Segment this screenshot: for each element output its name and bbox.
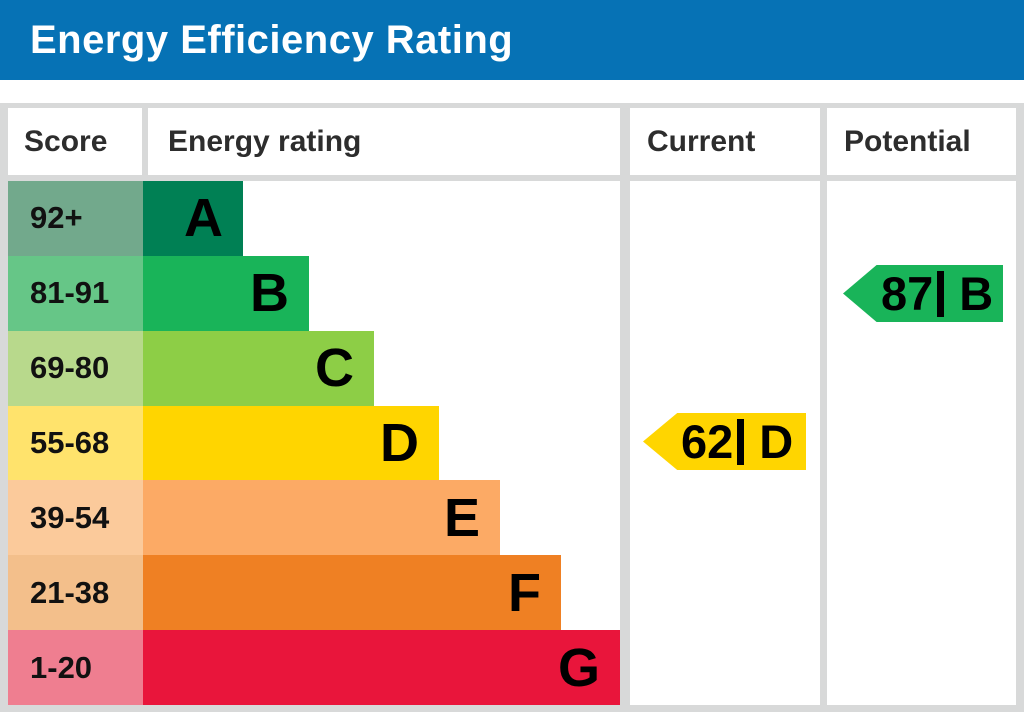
band-d-letter: D [380, 413, 419, 473]
band-g-bar: G [143, 630, 620, 706]
band-b-score-cell: 81-91 [8, 255, 143, 331]
potential-rating-letter: B [959, 267, 994, 320]
current-rating-letter: D [759, 415, 794, 468]
current-column: 62 D [630, 181, 820, 705]
band-a-letter: A [184, 188, 223, 249]
band-row-g: 1-20 G [8, 630, 620, 706]
column-header-current: Current [630, 108, 820, 175]
band-g-score-cell: 1-20 [8, 630, 143, 706]
rating-table: Score Energy rating Current Potential 92… [0, 103, 1024, 712]
divider-bar-icon [937, 270, 945, 317]
band-a-score: 92+ [30, 200, 83, 236]
band-row-f: 21-38 F [8, 555, 620, 631]
column-header-potential: Potential [827, 108, 1016, 175]
band-row-d: 55-68 D [8, 405, 620, 481]
band-f-bar: F [143, 555, 561, 631]
chart-title: Energy Efficiency Rating [30, 17, 514, 62]
chart-title-banner: Energy Efficiency Rating [0, 0, 1024, 80]
band-d-score-cell: 55-68 [8, 405, 143, 481]
band-c-bar: C [143, 330, 374, 406]
band-g-letter: G [557, 637, 600, 698]
band-row-a: 92+ A [8, 181, 620, 256]
band-c-score: 69-80 [30, 350, 110, 386]
band-e-letter: E [443, 487, 480, 548]
current-rating-value: 62 [681, 415, 734, 468]
band-a-bar: A [143, 181, 243, 256]
potential-column: 87 B [827, 181, 1016, 705]
band-row-b: 81-91 B [8, 255, 620, 331]
band-f-score: 21-38 [30, 574, 110, 610]
band-b-score: 81-91 [30, 275, 110, 311]
band-e-score: 39-54 [30, 499, 110, 535]
column-header-score-label: Score [24, 124, 108, 158]
bands-panel: 92+ A 81-91 B 69-80 C [8, 181, 620, 706]
band-g-score: 1-20 [30, 649, 93, 685]
current-rating-arrow: 62 D [643, 413, 806, 470]
band-f-score-cell: 21-38 [8, 555, 143, 631]
column-header-current-label: Current [647, 124, 756, 158]
band-row-e: 39-54 E [8, 480, 620, 556]
divider-bar-icon [737, 418, 745, 465]
potential-rating-value: 87 [881, 267, 934, 320]
band-b-letter: B [250, 263, 289, 324]
band-c-letter: C [315, 338, 354, 399]
column-header-energy-rating-label: Energy rating [168, 124, 362, 158]
potential-rating-arrow: 87 B [843, 265, 1003, 322]
band-a-score-cell: 92+ [8, 181, 143, 256]
band-c-score-cell: 69-80 [8, 330, 143, 406]
band-d-score: 55-68 [30, 425, 110, 460]
band-b-bar: B [143, 255, 309, 331]
column-header-energy-rating: Energy rating [148, 108, 620, 175]
band-e-bar: E [143, 480, 500, 556]
column-header-score: Score [8, 108, 142, 175]
band-row-c: 69-80 C [8, 330, 620, 406]
band-e-score-cell: 39-54 [8, 480, 143, 556]
band-d-bar: D [143, 405, 439, 481]
band-f-letter: F [508, 562, 541, 623]
column-header-potential-label: Potential [844, 124, 971, 158]
